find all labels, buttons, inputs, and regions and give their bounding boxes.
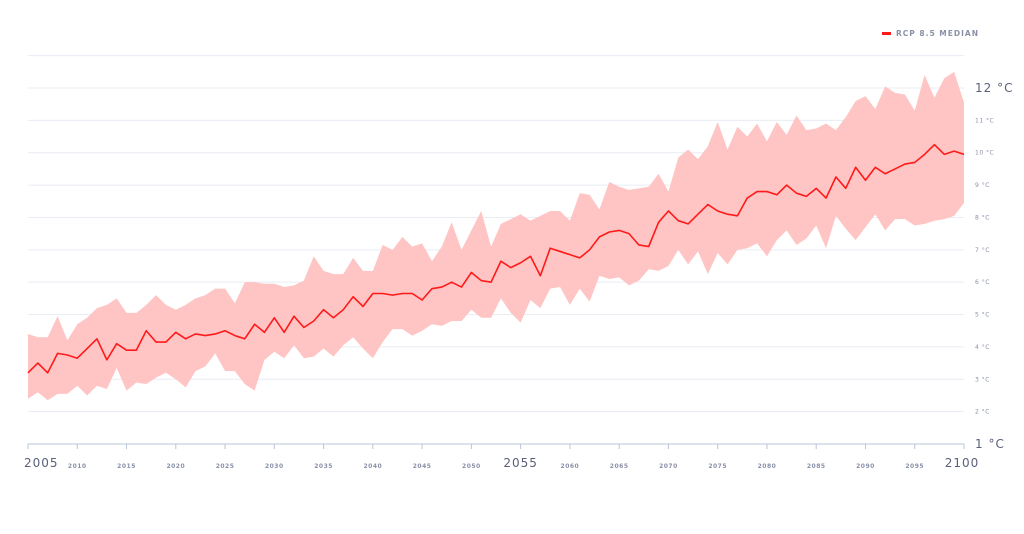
y-tick-label: 1 °C	[975, 437, 1005, 451]
y-tick-label: 8 °C	[975, 214, 990, 221]
x-tick-label: 2015	[117, 463, 136, 470]
legend-swatch	[882, 31, 891, 35]
y-tick-label: 2 °C	[975, 409, 990, 416]
y-tick-label: 7 °C	[975, 247, 990, 254]
x-tick-label: 2050	[462, 463, 481, 470]
x-tick-label: 2075	[708, 463, 727, 470]
x-tick-label: 2065	[610, 463, 629, 470]
y-axis-labels: 1 °C 2 °C 3 °C 4 °C 5 °C 6 °C 7 °C 8 °C 9 °C 10 °…	[975, 81, 1013, 451]
x-tick-label: 2025	[216, 463, 235, 470]
x-tick-label: 2040	[363, 463, 382, 470]
y-tick-label: 4 °C	[975, 344, 990, 351]
y-tick-label: 6 °C	[975, 279, 990, 286]
y-tick-label: 12 °C	[975, 81, 1013, 95]
x-tick-label: 2020	[166, 463, 185, 470]
x-tick-label: 2010	[68, 463, 87, 470]
x-tick-label: 2090	[856, 463, 875, 470]
median-line	[27, 143, 965, 374]
x-axis-labels: 2005 2010 2015 2020 2025 2030 2035 2040 2045 2050…	[24, 456, 980, 470]
x-tick-label: 2085	[807, 463, 826, 470]
range-band	[28, 71, 964, 401]
x-tick-label: 2030	[265, 463, 284, 470]
axes	[27, 443, 965, 449]
y-tick-label: 11 °C	[975, 117, 994, 124]
x-tick-label: 2080	[758, 463, 777, 470]
y-tick-label: 9 °C	[975, 182, 990, 189]
range-band-group	[28, 71, 964, 401]
median-line-group	[27, 143, 965, 374]
x-tick-label: 2045	[413, 463, 432, 470]
x-tick-label: 2035	[314, 463, 333, 470]
x-tick-label: 2095	[905, 463, 924, 470]
x-tick-label: 2100	[945, 456, 980, 470]
y-tick-label: 3 °C	[975, 376, 990, 383]
x-tick-label: 2005	[24, 456, 59, 470]
y-tick-label: 5 °C	[975, 312, 990, 319]
legend-label: RCP 8.5 MEDIAN	[896, 28, 979, 38]
x-tick-label: 2070	[659, 463, 678, 470]
legend: RCP 8.5 MEDIAN	[882, 27, 979, 39]
x-tick-label: 2055	[503, 456, 538, 470]
y-tick-label: 10 °C	[975, 150, 994, 157]
x-tick-label: 2060	[561, 463, 580, 470]
